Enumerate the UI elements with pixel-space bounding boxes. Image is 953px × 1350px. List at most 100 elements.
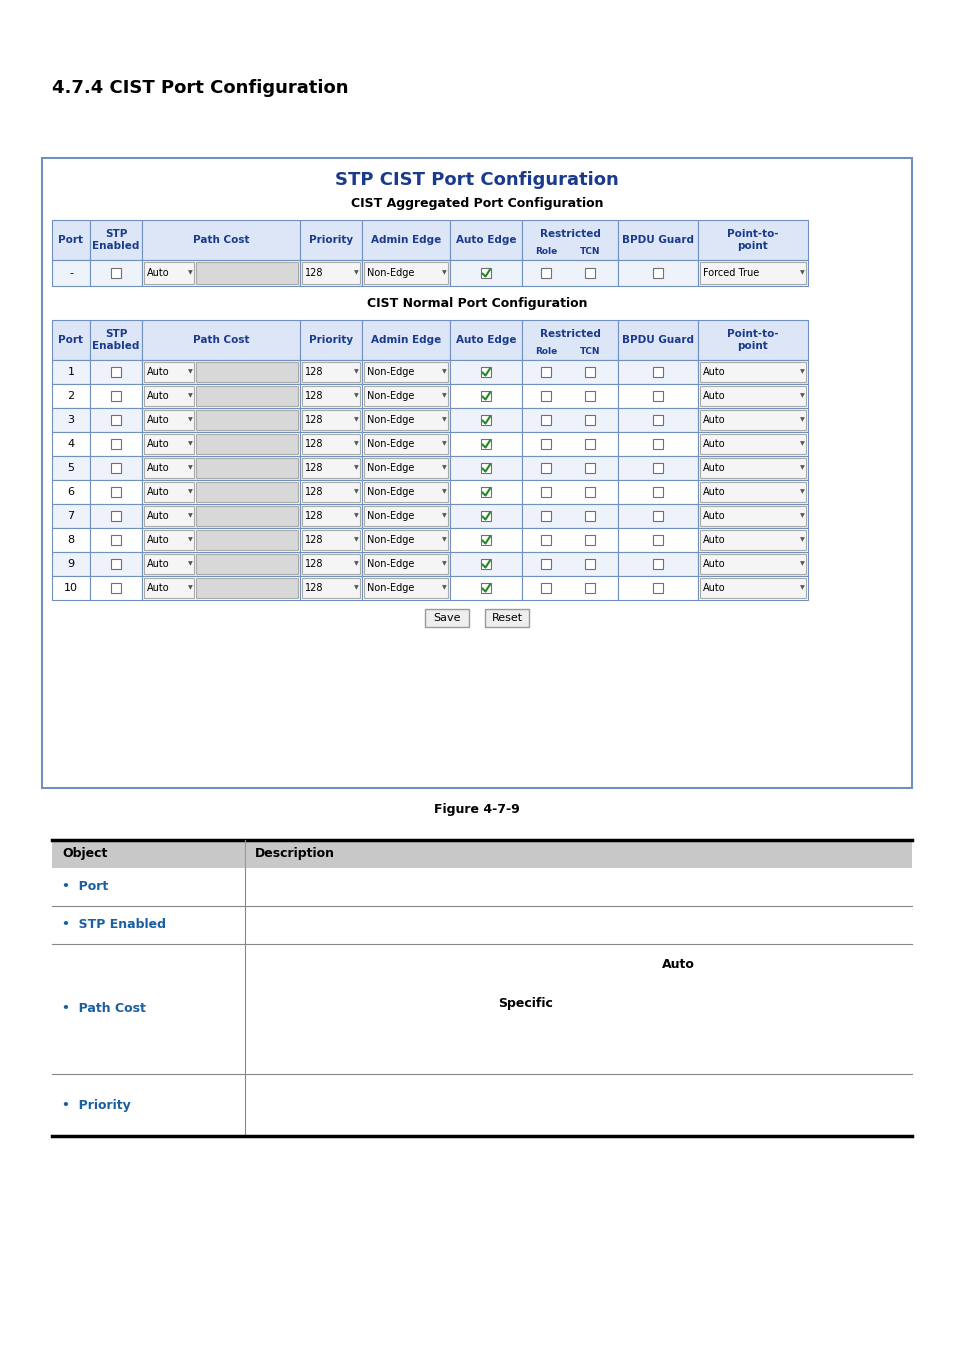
Bar <box>652 583 662 593</box>
Text: ▼: ▼ <box>354 393 358 398</box>
Bar <box>195 386 297 406</box>
Text: ▼: ▼ <box>188 490 193 494</box>
Bar <box>111 414 121 425</box>
Bar <box>652 487 662 497</box>
Bar <box>521 383 618 408</box>
Text: 9: 9 <box>68 559 74 568</box>
Bar <box>450 456 521 481</box>
Bar <box>584 392 595 401</box>
Text: Auto: Auto <box>702 583 725 593</box>
Text: Auto: Auto <box>702 512 725 521</box>
Bar <box>364 410 448 431</box>
Bar <box>364 578 448 598</box>
Text: BPDU Guard: BPDU Guard <box>621 335 693 346</box>
Text: 128: 128 <box>305 367 323 377</box>
Bar <box>90 481 142 504</box>
Bar <box>540 414 551 425</box>
Bar <box>302 262 359 284</box>
Bar <box>364 482 448 502</box>
Bar <box>361 320 450 360</box>
Bar <box>299 528 361 552</box>
Bar <box>299 552 361 576</box>
Text: Auto: Auto <box>147 535 170 545</box>
Text: Reset: Reset <box>491 613 522 622</box>
Bar <box>584 512 595 521</box>
Bar <box>480 414 491 425</box>
Text: TCN: TCN <box>579 247 599 256</box>
Bar <box>700 362 805 382</box>
Bar <box>480 392 491 401</box>
Bar <box>700 386 805 406</box>
Bar <box>584 367 595 377</box>
Bar <box>90 552 142 576</box>
Text: Non-Edge: Non-Edge <box>367 583 414 593</box>
Text: Priority: Priority <box>309 335 353 346</box>
Bar <box>142 383 299 408</box>
Bar <box>144 578 193 598</box>
Bar <box>90 261 142 286</box>
Text: ▼: ▼ <box>441 370 446 374</box>
Text: TCN: TCN <box>579 347 599 356</box>
Bar <box>618 220 698 261</box>
Text: ▼: ▼ <box>354 270 358 275</box>
Bar <box>540 487 551 497</box>
Text: ▼: ▼ <box>441 270 446 275</box>
Text: Specific: Specific <box>497 998 552 1011</box>
Text: Auto: Auto <box>702 392 725 401</box>
Text: ▼: ▼ <box>799 490 803 494</box>
Bar <box>361 360 450 383</box>
Text: Non-Edge: Non-Edge <box>367 512 414 521</box>
Text: Non-Edge: Non-Edge <box>367 487 414 497</box>
Bar <box>521 261 618 286</box>
Text: ▼: ▼ <box>188 466 193 471</box>
Bar <box>584 583 595 593</box>
Bar <box>480 463 491 472</box>
Bar <box>364 554 448 574</box>
Bar <box>144 531 193 549</box>
Text: Auto Edge: Auto Edge <box>456 335 516 346</box>
Text: ▼: ▼ <box>354 417 358 423</box>
Bar <box>302 554 359 574</box>
Text: ▼: ▼ <box>799 586 803 590</box>
Bar <box>480 487 491 497</box>
Bar <box>111 367 121 377</box>
Bar <box>584 414 595 425</box>
Text: ▼: ▼ <box>441 490 446 494</box>
Bar <box>540 535 551 545</box>
Bar <box>521 528 618 552</box>
Text: STP
Enabled: STP Enabled <box>92 230 139 251</box>
Bar <box>698 320 807 360</box>
Text: CIST Aggregated Port Configuration: CIST Aggregated Port Configuration <box>351 197 602 211</box>
Bar <box>652 439 662 450</box>
Bar <box>450 481 521 504</box>
Bar <box>42 158 911 788</box>
Bar <box>540 463 551 472</box>
Bar <box>111 559 121 568</box>
Bar <box>450 576 521 599</box>
Bar <box>698 576 807 599</box>
Text: ▼: ▼ <box>441 537 446 543</box>
Bar <box>584 535 595 545</box>
Bar <box>52 320 90 360</box>
Bar <box>52 360 90 383</box>
Bar <box>142 481 299 504</box>
Bar <box>302 482 359 502</box>
Bar <box>142 504 299 528</box>
Text: 128: 128 <box>305 269 323 278</box>
Bar <box>142 456 299 481</box>
Bar <box>90 504 142 528</box>
Bar <box>450 528 521 552</box>
Bar <box>364 531 448 549</box>
Bar <box>652 414 662 425</box>
Bar <box>480 559 491 568</box>
Text: ▼: ▼ <box>354 537 358 543</box>
Text: Forced True: Forced True <box>702 269 759 278</box>
Text: Non-Edge: Non-Edge <box>367 463 414 472</box>
Text: 128: 128 <box>305 439 323 450</box>
Bar <box>700 410 805 431</box>
Bar <box>450 552 521 576</box>
Text: Auto: Auto <box>702 559 725 568</box>
Bar <box>698 408 807 432</box>
Bar <box>144 410 193 431</box>
Bar <box>480 269 491 278</box>
